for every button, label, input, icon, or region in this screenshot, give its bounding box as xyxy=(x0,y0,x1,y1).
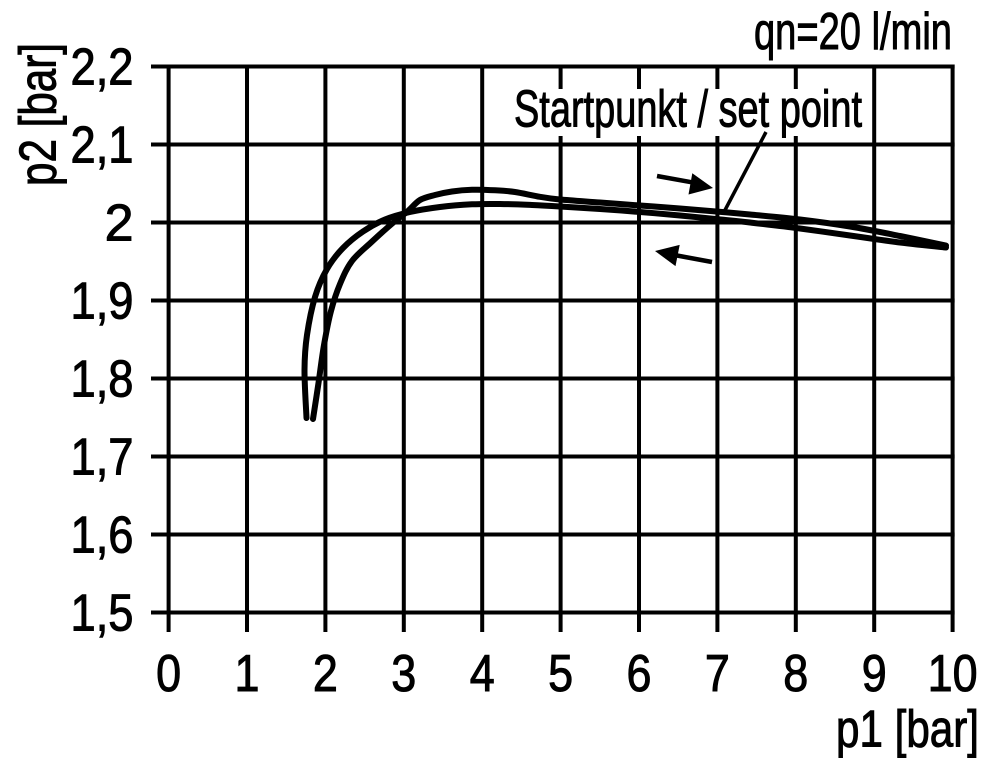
svg-text:1,5: 1,5 xyxy=(71,585,134,643)
svg-text:1,8: 1,8 xyxy=(71,351,134,409)
svg-text:3: 3 xyxy=(391,645,416,703)
svg-text:p1 [bar]: p1 [bar] xyxy=(836,701,979,759)
svg-text:8: 8 xyxy=(783,645,808,703)
svg-text:6: 6 xyxy=(627,645,652,703)
svg-text:2,2: 2,2 xyxy=(71,39,134,97)
svg-text:1,9: 1,9 xyxy=(71,273,134,331)
svg-text:1,6: 1,6 xyxy=(71,507,134,565)
svg-text:9: 9 xyxy=(862,645,887,703)
svg-text:2: 2 xyxy=(105,195,134,253)
svg-text:0: 0 xyxy=(156,645,181,703)
svg-text:2,1: 2,1 xyxy=(71,117,134,175)
svg-text:5: 5 xyxy=(548,645,573,703)
svg-text:10: 10 xyxy=(928,645,978,703)
svg-text:1,7: 1,7 xyxy=(71,429,134,487)
svg-text:7: 7 xyxy=(705,645,730,703)
svg-text:2: 2 xyxy=(313,645,338,703)
svg-text:p2 [bar]: p2 [bar] xyxy=(10,43,68,186)
svg-text:qn=20 l/min: qn=20 l/min xyxy=(754,3,952,61)
svg-text:4: 4 xyxy=(470,645,495,703)
svg-text:1: 1 xyxy=(235,645,260,703)
svg-text:Startpunkt / set point: Startpunkt / set point xyxy=(514,81,862,139)
